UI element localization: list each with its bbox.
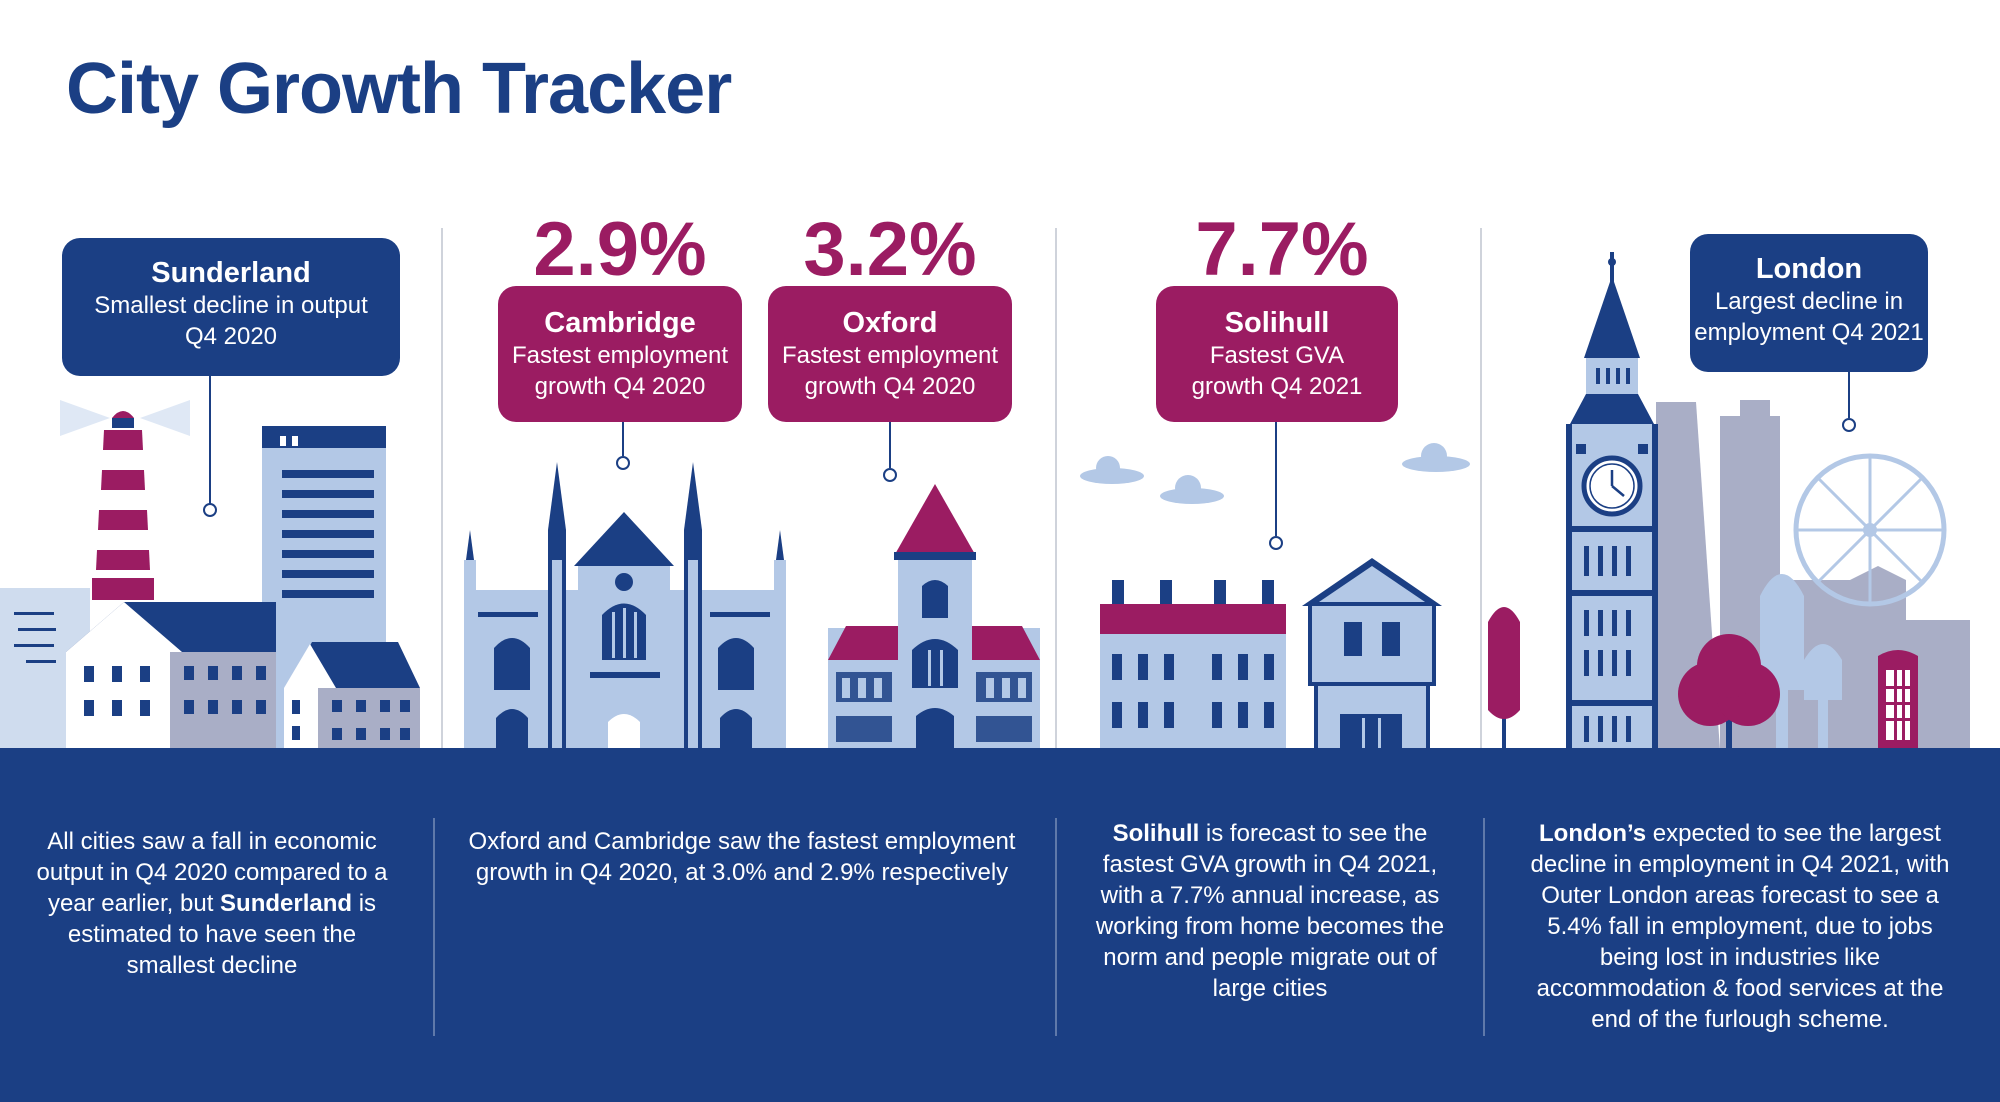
sunderland-scene bbox=[0, 400, 420, 750]
divider bbox=[1055, 228, 1057, 748]
pin-line bbox=[889, 422, 891, 468]
cloud-icon bbox=[1080, 443, 1470, 504]
skyline-illustration bbox=[0, 252, 1970, 752]
card-title: London bbox=[1755, 253, 1863, 285]
card-title: Oxford bbox=[842, 307, 938, 339]
london-eye-icon bbox=[1793, 453, 1947, 607]
caption-text: is estimated to have seen the smallest d… bbox=[67, 890, 377, 979]
card-description: Smallest decline in output bbox=[94, 292, 368, 319]
divider bbox=[1480, 228, 1482, 748]
card-description: Fastest GVA bbox=[1209, 342, 1345, 369]
pin-line bbox=[209, 376, 211, 510]
pin-dot bbox=[883, 468, 897, 482]
caption-bold: Sunderland bbox=[220, 890, 353, 917]
college-icon bbox=[828, 484, 1040, 750]
divider bbox=[441, 228, 443, 748]
pin-line bbox=[1848, 372, 1850, 418]
divider bbox=[433, 818, 435, 1036]
solihull-caption: Solihull is forecast to see the fastest … bbox=[1082, 818, 1458, 1004]
oxford-cambridge-caption: Oxford and Cambridge saw the fastest emp… bbox=[462, 826, 1022, 888]
ground-line bbox=[0, 748, 2000, 754]
card-description: growth Q4 2020 bbox=[804, 373, 976, 400]
caption-bold: London’s bbox=[1539, 820, 1647, 847]
pin-dot bbox=[1842, 418, 1856, 432]
tree-icon bbox=[1760, 574, 1842, 750]
card-title: Sunderland bbox=[151, 257, 311, 289]
card-title: Cambridge bbox=[544, 307, 696, 339]
lighthouse-icon bbox=[60, 400, 190, 600]
tudor-house-icon bbox=[1302, 558, 1442, 752]
pin-dot bbox=[616, 456, 630, 470]
card-description: employment Q4 2021 bbox=[1694, 319, 1924, 346]
oxford-card: Oxford Fastest employment growth Q4 2020 bbox=[768, 286, 1012, 422]
pin-dot bbox=[1269, 536, 1283, 550]
sunderland-caption: All cities saw a fall in economic output… bbox=[36, 826, 388, 981]
cambridge-stat: 2.9% bbox=[533, 207, 707, 292]
tree-icon bbox=[1488, 607, 1520, 750]
card-description: Largest decline in bbox=[1714, 288, 1904, 315]
sunderland-card: Sunderland Smallest decline in output Q4… bbox=[62, 238, 400, 376]
caption-band bbox=[0, 752, 2000, 1102]
caption-text: is forecast to see the fastest GVA growt… bbox=[1095, 820, 1445, 1002]
oxford-stat: 3.2% bbox=[803, 207, 977, 292]
solihull-card: Solihull Fastest GVA growth Q4 2021 bbox=[1156, 286, 1398, 422]
card-description: Q4 2020 bbox=[184, 323, 278, 350]
house-icon bbox=[284, 642, 420, 750]
house-icon bbox=[66, 602, 276, 750]
big-ben-icon bbox=[1566, 252, 1658, 750]
divider bbox=[1483, 818, 1485, 1036]
caption-bold: Solihull bbox=[1112, 820, 1200, 847]
cathedral-icon bbox=[464, 462, 786, 750]
divider bbox=[1055, 818, 1057, 1036]
tree-icon bbox=[1678, 634, 1780, 750]
london-caption: London’s expected to see the largest dec… bbox=[1520, 818, 1960, 1035]
pin-dot bbox=[203, 503, 217, 517]
page-title: City Growth Tracker bbox=[66, 49, 732, 129]
caption-text: All cities saw a fall in economic output… bbox=[36, 828, 388, 917]
phone-box-icon bbox=[1878, 650, 1918, 750]
card-description: Fastest employment bbox=[781, 342, 999, 369]
pin-line bbox=[622, 422, 624, 456]
card-title: Solihull bbox=[1224, 307, 1330, 339]
card-description: Fastest employment bbox=[511, 342, 729, 369]
solihull-stat: 7.7% bbox=[1195, 207, 1369, 292]
card-description: growth Q4 2021 bbox=[1191, 373, 1363, 400]
manor-icon bbox=[1100, 580, 1286, 750]
cambridge-card: Cambridge Fastest employment growth Q4 2… bbox=[498, 286, 742, 422]
pin-line bbox=[1275, 422, 1277, 536]
caption-text: Oxford and Cambridge saw the fastest emp… bbox=[468, 828, 1016, 886]
card-description: growth Q4 2020 bbox=[534, 373, 706, 400]
london-card: London Largest decline in employment Q4 … bbox=[1690, 234, 1928, 372]
caption-text: expected to see the largest decline in e… bbox=[1530, 820, 1950, 1033]
